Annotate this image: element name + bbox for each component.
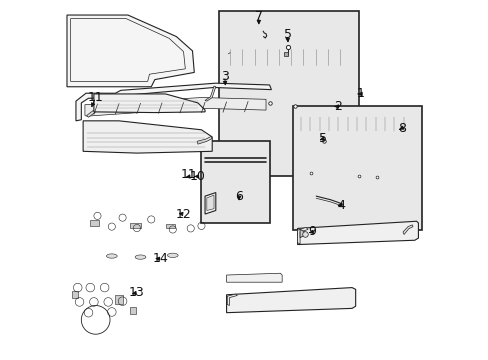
Bar [90, 220, 99, 226]
Text: 12: 12 [175, 208, 191, 221]
Text: 13: 13 [129, 287, 144, 300]
Bar [72, 291, 78, 298]
Polygon shape [206, 195, 214, 211]
Text: 11: 11 [181, 168, 196, 181]
Ellipse shape [167, 253, 178, 257]
Polygon shape [227, 294, 237, 306]
Polygon shape [94, 94, 204, 113]
Polygon shape [86, 110, 96, 117]
Text: 7: 7 [254, 10, 263, 23]
Text: 5: 5 [319, 132, 327, 145]
Bar [218, 12, 359, 176]
Polygon shape [204, 193, 215, 214]
Bar [129, 223, 140, 228]
Polygon shape [197, 136, 211, 144]
Bar [129, 307, 136, 315]
Text: 11: 11 [88, 91, 103, 104]
Bar [115, 295, 122, 304]
Polygon shape [204, 86, 215, 101]
Polygon shape [226, 273, 282, 282]
Text: 10: 10 [189, 170, 205, 183]
Text: 9: 9 [308, 225, 316, 238]
Text: 8: 8 [397, 122, 406, 135]
Ellipse shape [106, 254, 117, 258]
Polygon shape [67, 15, 194, 87]
Text: 3: 3 [221, 69, 228, 82]
Text: 2: 2 [333, 100, 341, 113]
Polygon shape [226, 288, 355, 313]
Polygon shape [85, 98, 265, 116]
Bar [165, 224, 174, 228]
Bar [201, 140, 269, 223]
Ellipse shape [135, 255, 145, 259]
Text: 4: 4 [337, 199, 345, 212]
Text: 5: 5 [283, 28, 291, 41]
Text: 14: 14 [152, 252, 168, 265]
Polygon shape [83, 121, 212, 153]
Text: 1: 1 [356, 87, 364, 100]
Text: 6: 6 [235, 190, 243, 203]
Bar [292, 107, 421, 230]
Polygon shape [76, 83, 271, 121]
Polygon shape [297, 227, 307, 244]
Polygon shape [297, 221, 418, 244]
Polygon shape [402, 225, 412, 234]
